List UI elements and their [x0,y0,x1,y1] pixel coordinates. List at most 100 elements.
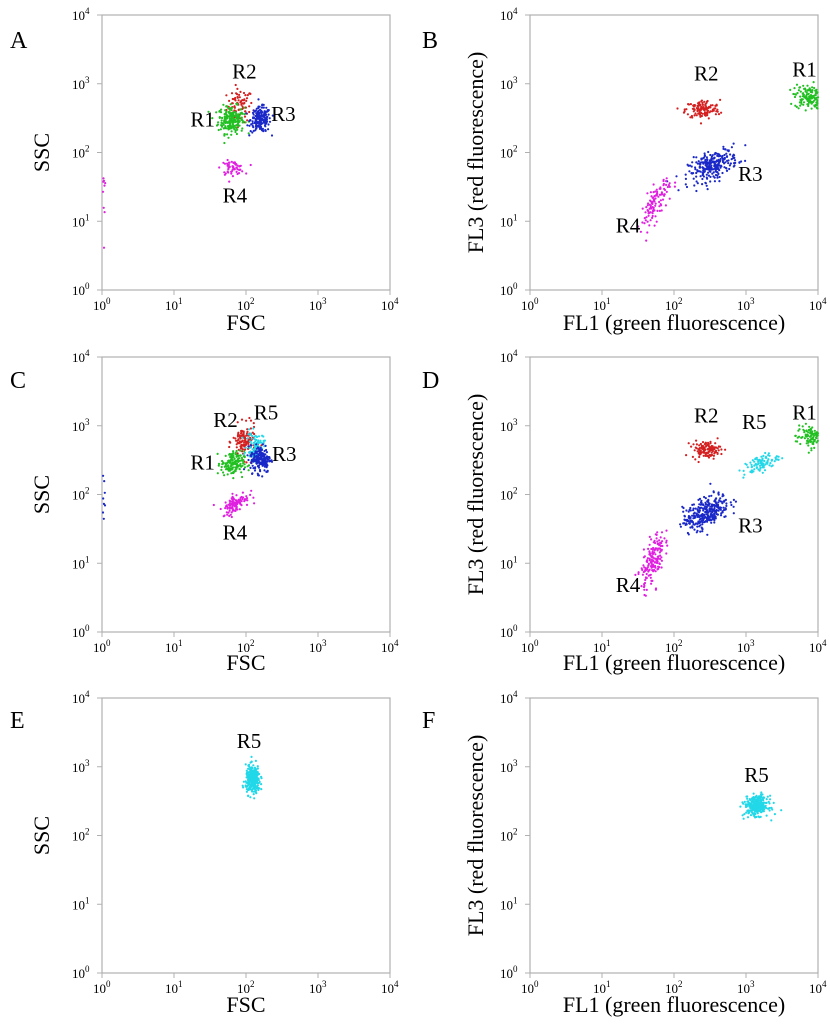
data-point [239,496,242,499]
data-point [235,126,238,130]
data-point [228,509,231,512]
data-point [245,112,248,115]
data-point [717,449,720,452]
data-point [253,797,256,800]
data-point [225,462,228,466]
data-point [797,89,801,92]
data-point [253,453,256,456]
data-point [257,435,261,438]
data-point [248,105,251,108]
data-point [689,103,693,106]
data-point [704,104,707,107]
x-axis-title: FL1 (green fluorescence) [563,650,785,675]
data-point [236,87,239,90]
data-point [711,110,714,113]
data-point [706,188,709,191]
data-point [709,505,712,508]
data-point [654,566,657,569]
data-point [721,493,724,496]
data-point [254,121,257,124]
y-tick-label: 101 [500,554,518,571]
data-point [697,107,700,110]
data-point [738,161,741,164]
data-point [216,452,219,455]
data-point [724,448,727,451]
data-point [726,159,729,162]
data-point [255,460,259,463]
data-point [260,106,264,109]
data-point [240,500,243,503]
data-point [218,116,221,119]
data-point [230,92,234,95]
data-point [241,121,244,124]
data-point [660,191,664,194]
data-point [810,437,813,440]
data-point [262,435,265,438]
data-point [256,765,259,768]
data-point [257,98,260,101]
data-point [695,189,698,193]
data-point [240,471,243,474]
x-tick-label: 104 [809,979,827,996]
data-point [715,511,718,514]
data-point [686,113,690,116]
data-point [232,497,235,500]
data-point [252,422,255,425]
data-point [694,446,697,449]
data-point [765,798,768,801]
data-point [706,518,709,522]
data-point [220,465,223,469]
data-point [715,497,718,500]
panel-label: C [10,368,26,394]
data-point [743,813,746,816]
region-label-R3: R3 [738,513,763,537]
data-point [800,436,803,439]
data-point [699,161,702,164]
data-point [708,164,711,167]
data-point [223,115,226,118]
data-point [654,541,657,545]
data-point [653,209,656,212]
data-point [651,214,654,218]
data-point [263,118,266,121]
data-point [754,802,757,805]
data-point [640,585,643,588]
data-point [708,516,711,519]
data-point [696,508,699,511]
data-point [643,222,646,225]
y-axis-title: FL3 (red fluorescence) [463,394,488,596]
data-point [713,504,716,507]
data-point [650,195,653,198]
data-point [232,503,235,506]
data-point [699,163,702,166]
data-point [684,183,687,186]
data-point [807,451,810,454]
data-point [690,445,693,448]
data-point [658,200,661,204]
data-point [815,441,818,444]
data-point [807,92,810,95]
data-point [241,436,244,439]
data-point [752,470,755,473]
data-point [716,452,719,455]
data-point [228,452,231,456]
data-point [709,175,712,178]
data-point [255,107,258,110]
data-point [271,114,274,117]
data-point [226,162,229,165]
data-point [699,514,702,517]
data-point [709,159,712,162]
data-point [226,473,229,476]
data-point [708,495,711,498]
data-point [707,174,711,177]
data-point [240,446,243,450]
data-point [259,456,262,459]
data-point [263,439,266,442]
data-point [719,164,723,167]
data-point [226,133,229,136]
data-point [698,497,702,500]
data-point [225,105,228,108]
data-point [239,464,242,467]
y-tick-label: 103 [500,417,518,434]
